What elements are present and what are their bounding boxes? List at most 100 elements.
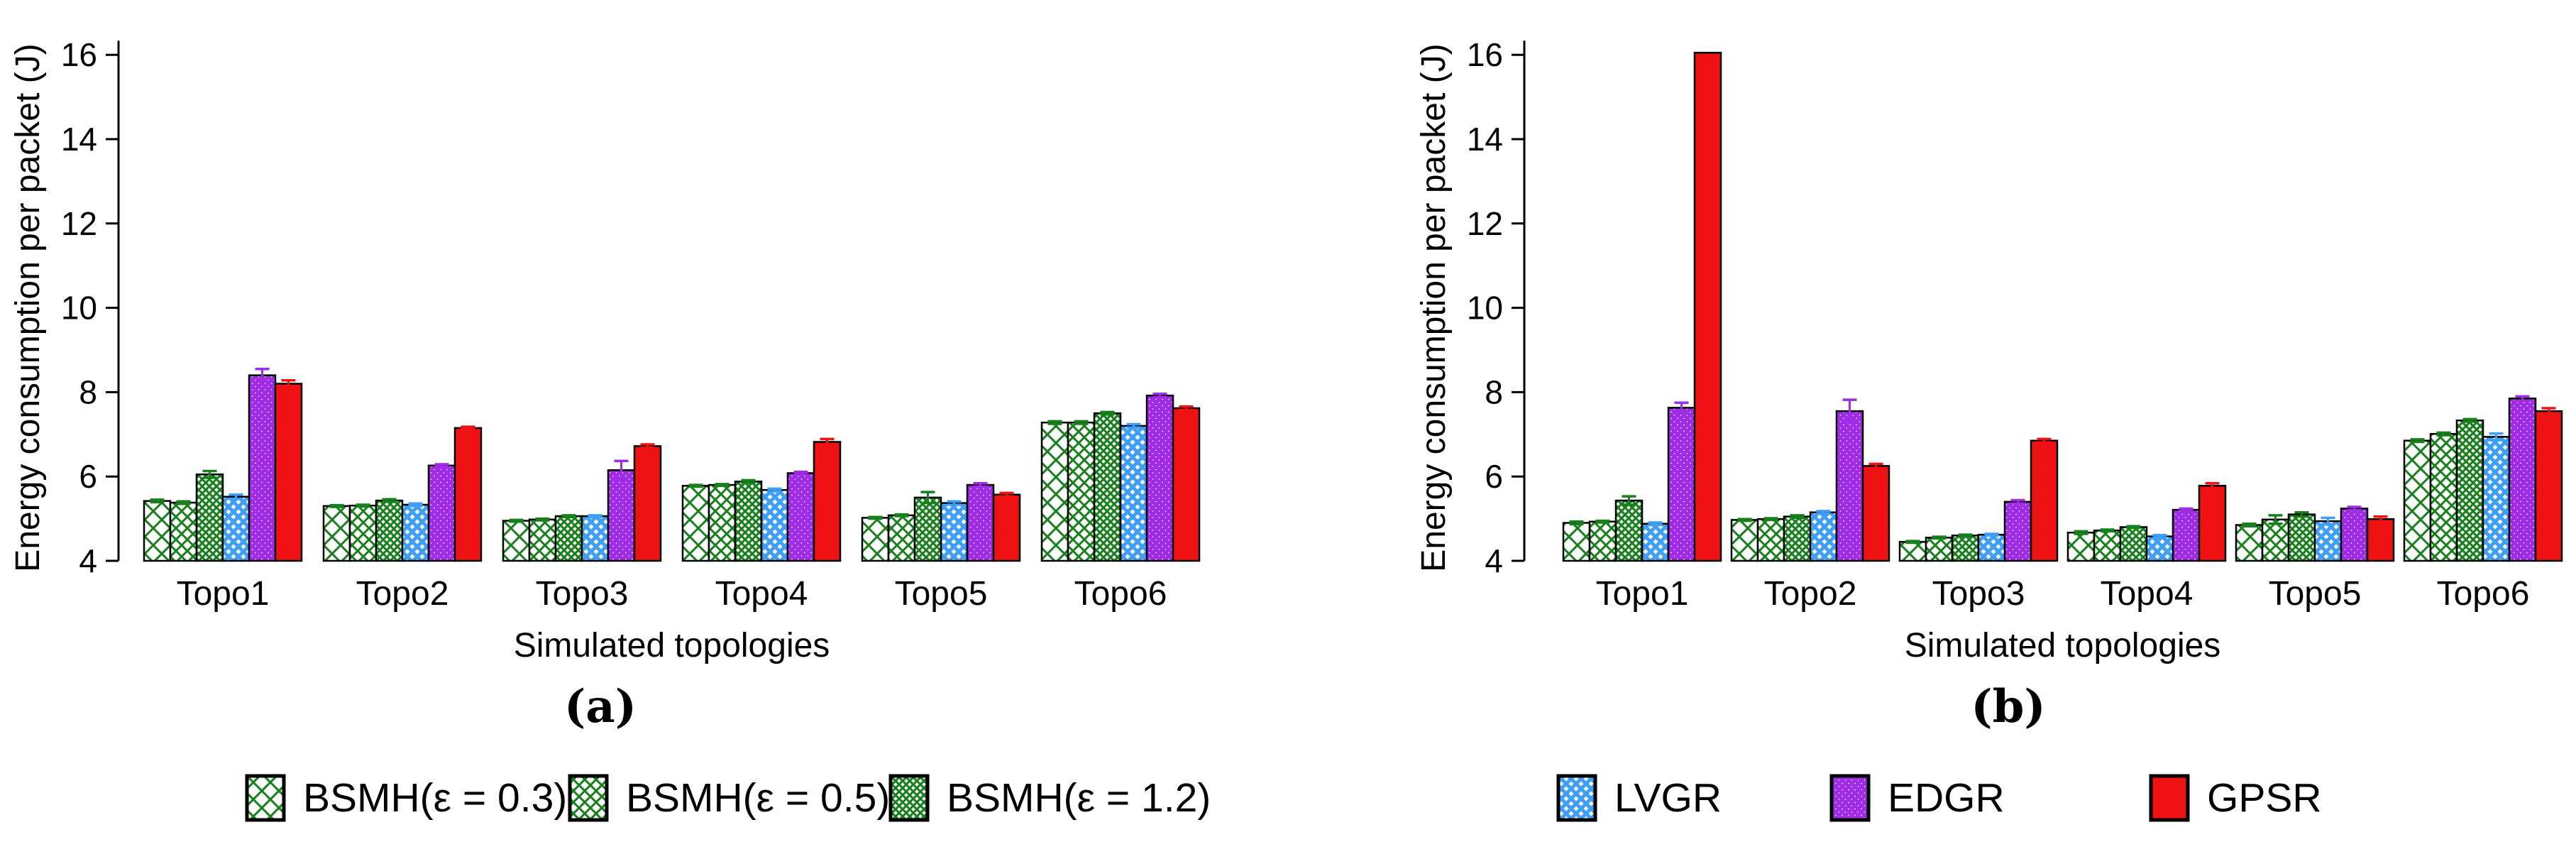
bar-Topo3-lvgr	[580, 515, 610, 562]
bar-Topo4-bsmh05	[2093, 529, 2122, 562]
legend-item-3: BSMH(ε = 1.2)	[888, 768, 1211, 828]
y-tick-label: 6	[79, 458, 97, 495]
bar-Topo5-bsmh12	[913, 496, 942, 562]
bar-Topo3-bsmh12	[554, 515, 583, 562]
bar-Topo3-bsmh12	[1951, 535, 1980, 562]
x-category-label: Topo3	[1932, 575, 2025, 613]
bar-Topo3-lvgr	[1977, 533, 2006, 562]
legend-item-5: EDGR	[1829, 768, 2005, 828]
bar-Topo6-bsmh03	[2403, 439, 2432, 562]
bar-Topo5-edgr	[966, 483, 995, 562]
bar-Topo3-gpsr	[633, 445, 662, 562]
legend-swatch-edgr-icon	[1829, 774, 1871, 822]
y-tick-label: 10	[61, 290, 97, 327]
bar-Topo1-bsmh03	[1562, 522, 1591, 562]
bar-Topo5-bsmh12	[2287, 513, 2316, 562]
bar-Topo6-gpsr	[2534, 410, 2563, 562]
legend-swatch-bsmh05-icon	[568, 774, 609, 822]
x-category-label: Topo4	[2101, 575, 2194, 613]
legend: BSMH(ε = 0.3) BSMH(ε = 0.5) BSMH(ε = 1.2) L…	[0, 768, 2576, 839]
bar-Topo2-bsmh12	[375, 499, 404, 562]
bar-Topo5-bsmh03	[861, 517, 890, 562]
bar-Topo5-bsmh03	[2235, 524, 2264, 562]
bar-Topo3-bsmh05	[1925, 537, 1954, 562]
legend-swatch-lvgr-icon	[1556, 774, 1597, 822]
chart-b: 4 6 8 10 12 14 16 Energy consumption per packet…	[1288, 0, 2576, 674]
bar-Topo3-edgr	[2003, 500, 2032, 562]
bar-Topo1-gpsr	[274, 383, 303, 562]
bar-Topo1-edgr	[1667, 407, 1696, 562]
y-axis-title: Energy consumption per packet (J)	[9, 43, 47, 571]
bar-Topo2-lvgr	[401, 503, 430, 562]
bar-Topo5-edgr	[2340, 508, 2369, 562]
legend-label: LVGR	[1614, 775, 1722, 821]
bar-Topo4-bsmh12	[2119, 526, 2148, 562]
x-category-label: Topo5	[2269, 575, 2362, 613]
bar-Topo4-bsmh12	[734, 481, 763, 562]
y-tick-label: 4	[79, 542, 97, 579]
bar-Topo1-bsmh05	[1588, 520, 1617, 562]
bar-Topo2-bsmh05	[348, 504, 378, 562]
bar-Topo6-edgr	[2508, 398, 2537, 562]
bar-Topo6-bsmh12	[1093, 412, 1122, 562]
bar-Topo6-bsmh05	[1067, 421, 1096, 562]
subfigure-label-b: (b)	[1971, 680, 2046, 733]
bar-Topo2-edgr	[427, 464, 456, 562]
x-category-label: Topo1	[177, 575, 270, 613]
bar-Topo4-edgr	[786, 472, 815, 562]
bar-Topo4-gpsr	[2198, 485, 2227, 562]
bar-Topo5-gpsr	[992, 493, 1021, 562]
y-axis-title: Energy consumption per packet (J)	[1415, 43, 1453, 571]
bar-Topo6-gpsr	[1172, 407, 1201, 562]
bar-Topo6-lvgr	[2482, 436, 2511, 562]
bar-Topo4-bsmh03	[2066, 531, 2096, 562]
bar-Topo2-bsmh12	[1783, 515, 1812, 562]
bar-Topo2-edgr	[1835, 410, 1864, 562]
bar-Topo4-lvgr	[2145, 535, 2174, 562]
y-tick-label: 12	[1467, 205, 1503, 242]
legend-label: BSMH(ε = 0.5)	[626, 775, 891, 821]
bar-Topo5-bsmh05	[2261, 518, 2290, 562]
bar-Topo5-gpsr	[2366, 518, 2395, 562]
bar-Topo6-bsmh05	[2429, 432, 2458, 562]
bar-Topo1-bsmh05	[169, 501, 198, 562]
x-category-label: Topo6	[1074, 575, 1167, 613]
y-tick-label: 10	[1467, 290, 1503, 327]
x-axis-title: Simulated topologies	[514, 627, 830, 664]
x-category-label: Topo6	[2437, 575, 2530, 613]
bar-Topo2-gpsr	[1861, 465, 1890, 562]
legend-label: BSMH(ε = 1.2)	[947, 775, 1211, 821]
y-tick-label: 8	[1485, 373, 1503, 410]
bar-Topo6-bsmh03	[1040, 421, 1069, 562]
bar-Topo3-edgr	[607, 469, 636, 562]
legend-swatch-bsmh12-icon	[888, 774, 930, 822]
bar-Topo4-gpsr	[813, 441, 842, 562]
legend-item-4: LVGR	[1556, 768, 1722, 828]
bar-Topo1-gpsr	[1693, 51, 1722, 562]
bar-Topo5-lvgr	[940, 502, 969, 562]
bar-Topo3-bsmh03	[502, 520, 531, 562]
bar-Topo1-edgr	[248, 374, 277, 562]
bar-Topo1-lvgr	[221, 496, 251, 562]
chart-plot-b: 4 6 8 10 12 14 16 Energy consumption per packet…	[1415, 36, 2563, 664]
legend-swatch-gpsr-icon	[2149, 774, 2190, 822]
bar-Topo2-bsmh03	[1730, 519, 1759, 562]
subfigure-label-a: (a)	[563, 680, 637, 733]
x-category-label: Topo3	[536, 575, 629, 613]
x-category-label: Topo2	[356, 575, 449, 613]
legend-item-2: BSMH(ε = 0.5)	[568, 768, 890, 828]
bar-Topo1-bsmh12	[195, 473, 224, 562]
x-category-label: Topo2	[1764, 575, 1857, 613]
bar-Topo1-bsmh03	[143, 500, 172, 562]
x-category-label: Topo1	[1596, 575, 1689, 613]
bar-Topo6-bsmh12	[2455, 419, 2484, 562]
bar-Topo4-bsmh05	[708, 483, 737, 562]
y-tick-label: 4	[1485, 542, 1503, 579]
bar-Topo1-lvgr	[1641, 522, 1670, 562]
bar-Topo2-gpsr	[453, 427, 483, 562]
bar-Topo3-bsmh05	[528, 518, 557, 562]
bar-Topo2-bsmh03	[322, 505, 351, 562]
bar-Topo6-edgr	[1145, 394, 1174, 562]
legend-swatch-bsmh03-icon	[245, 774, 286, 822]
